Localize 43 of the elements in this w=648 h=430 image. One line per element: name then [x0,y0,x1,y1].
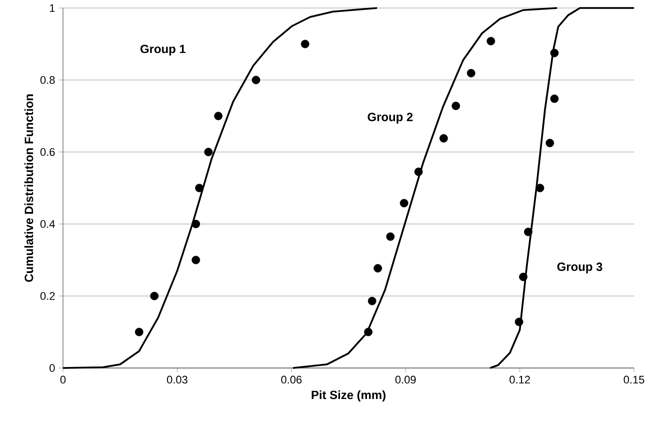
point [192,220,200,228]
point [368,296,376,306]
point [452,102,460,110]
point [400,198,408,208]
y-tick-label: 0.8 [40,76,55,84]
annotation: Group 1 [140,44,186,56]
annotation: Group 3 [557,262,602,274]
point [386,232,395,241]
x-tick-label: 0.06 [281,376,302,384]
point [486,36,496,46]
annotation: Group 2 [368,112,413,124]
point [466,68,476,78]
point [134,328,144,336]
x-tick-label: 0 [60,376,66,384]
point [546,138,554,148]
point [524,228,532,236]
point [204,148,213,156]
point [536,184,544,192]
point [374,264,382,272]
point [195,184,204,192]
point [550,48,559,58]
y-tick-label: 0.2 [40,292,55,300]
point [519,272,528,282]
point [439,134,448,143]
y-tick-label: 0 [50,364,55,372]
x-tick-label: 0.12 [510,376,530,384]
x-axis-title: Pit Size (mm) [312,390,386,402]
point [414,168,423,176]
x-tick-label: 0.09 [395,376,416,384]
point [252,76,260,84]
point [514,318,524,326]
y-tick-label: 0.6 [40,148,55,156]
x-tick-label: 0.03 [166,376,188,384]
point [300,40,310,48]
x-tick-label: 0.15 [624,376,644,384]
point [150,292,159,300]
point [214,112,223,120]
point [364,328,372,336]
point [192,256,200,264]
y-tick-label: 0.4 [40,220,55,228]
y-tick-label: 1 [50,4,55,12]
y-axis-title: Cumulative Distribution Function [24,94,34,282]
point [550,94,559,103]
